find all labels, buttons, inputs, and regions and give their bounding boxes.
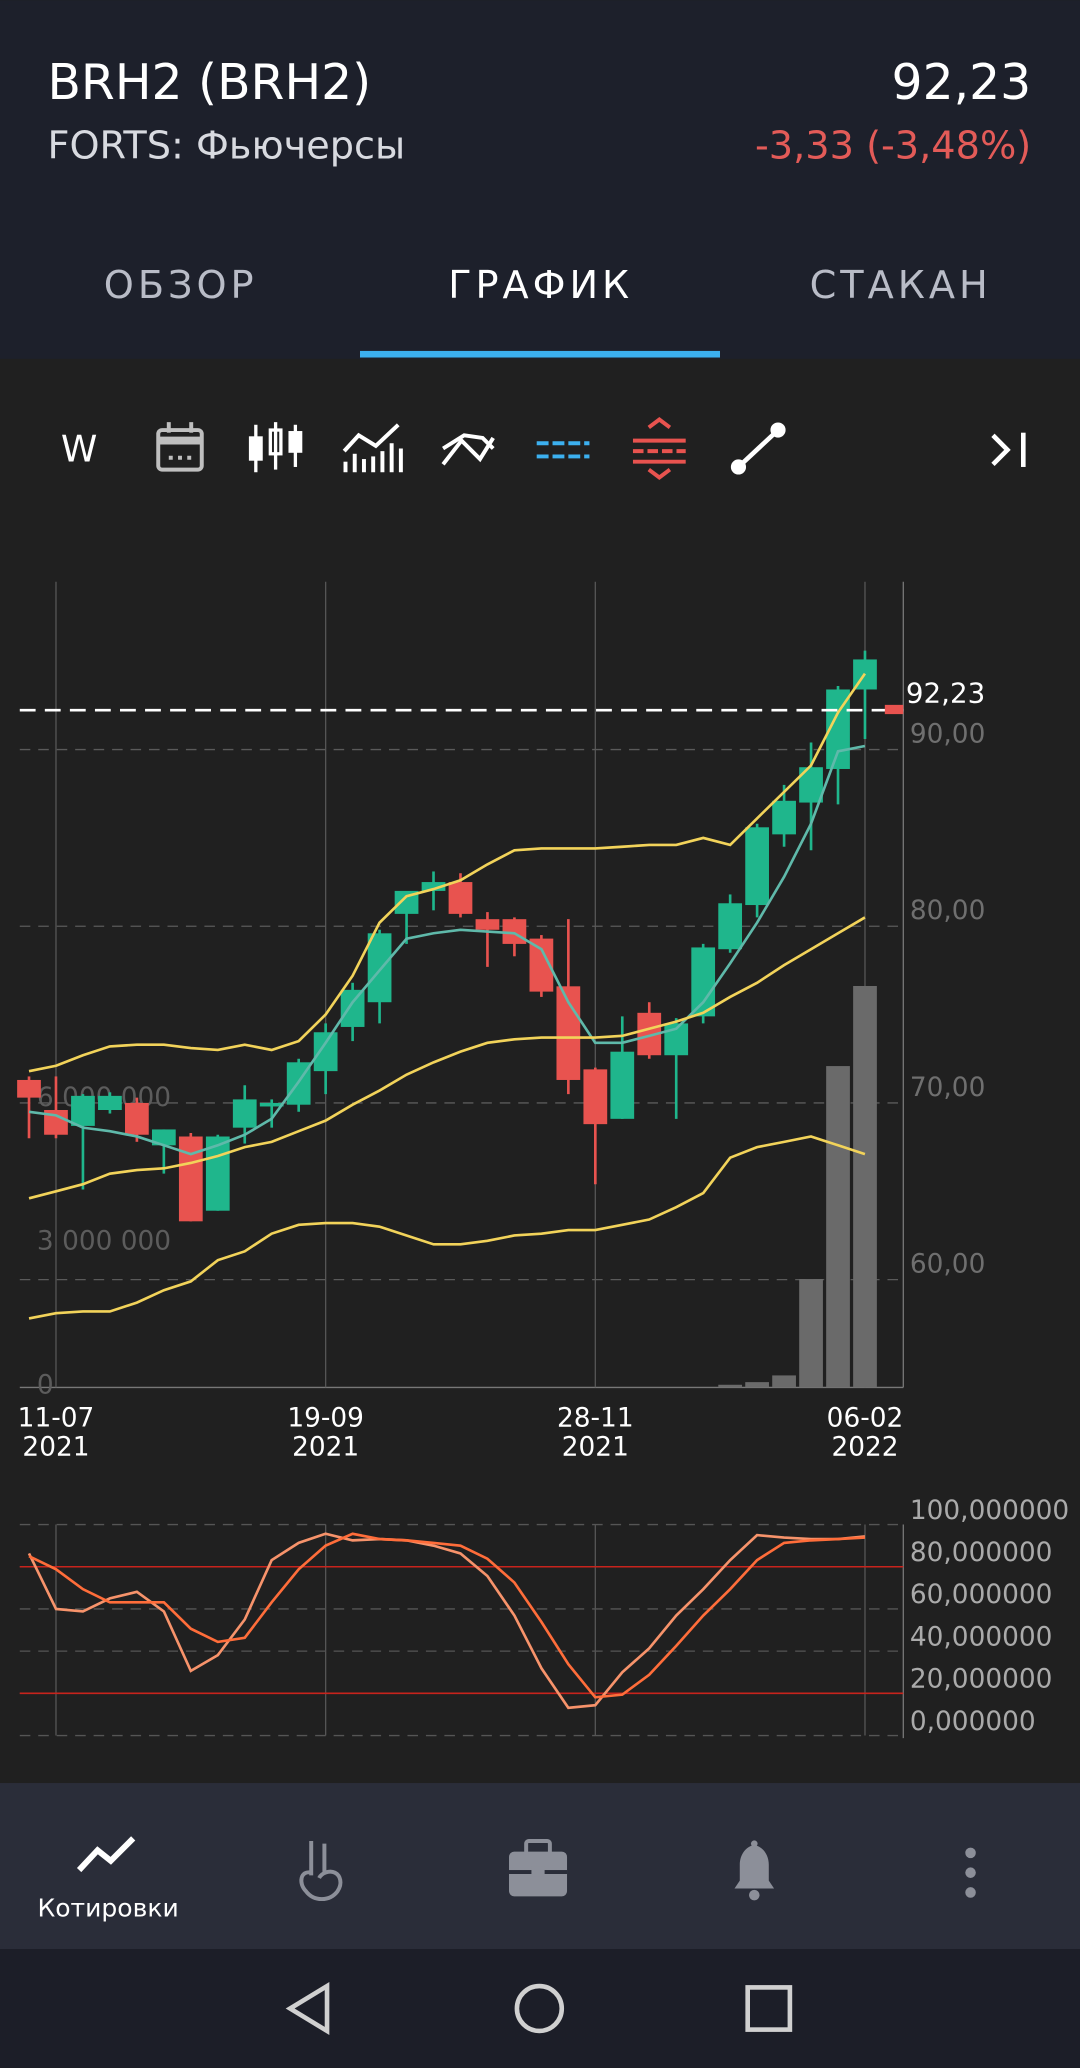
x-tick-label: 19-09	[287, 1404, 364, 1434]
candle-body	[394, 890, 419, 914]
scroll-end-icon[interactable]	[991, 432, 1026, 467]
levels-icon[interactable]	[536, 441, 590, 459]
candle-body	[799, 767, 823, 803]
market: FORTS: Фьючерсы	[47, 124, 405, 168]
y-tick-label: 90,00	[910, 720, 985, 750]
hand-icon[interactable]	[299, 1841, 343, 1902]
line-tool-icon[interactable]	[730, 422, 786, 475]
tab[interactable]: ОБЗОР	[104, 264, 258, 308]
candle-body	[745, 827, 769, 906]
x-tick-label: 2022	[831, 1433, 898, 1463]
chart: 11-07202119-09202128-11202106-02202260,0…	[17, 581, 1069, 1737]
change: -3,33 (-3,48%)	[755, 124, 1031, 168]
x-tick-label: 28-11	[557, 1404, 634, 1434]
indicator-line	[28, 744, 866, 1156]
back-button[interactable]	[285, 1981, 330, 2036]
portfolio-icon[interactable]	[509, 1839, 568, 1897]
candle-body	[259, 1102, 284, 1107]
indicator-line	[28, 672, 867, 1073]
volume-bar	[745, 1382, 769, 1388]
last-price-marker	[884, 704, 904, 715]
candle-body	[232, 1099, 257, 1128]
candle-body	[367, 933, 392, 1003]
candle-body	[98, 1095, 122, 1111]
candle-body	[529, 938, 554, 992]
quotes-icon[interactable]	[76, 1836, 136, 1873]
stochastic-line	[28, 1532, 865, 1699]
candle-body	[151, 1129, 176, 1146]
alerts-icon[interactable]	[734, 1840, 775, 1901]
indicator-line	[28, 1135, 866, 1320]
x-tick-label: 06-02	[827, 1404, 904, 1434]
compare-icon[interactable]	[441, 433, 495, 466]
system-nav	[0, 1949, 1080, 2068]
candle-body	[583, 1069, 608, 1125]
candle-body	[475, 919, 500, 930]
tab-indicator	[360, 350, 720, 358]
x-tick-label: 11-07	[18, 1404, 95, 1434]
candle-body	[178, 1136, 203, 1222]
y-tick-label: 60,00	[910, 1250, 985, 1280]
volume-bar	[853, 985, 877, 1388]
price: 92,23	[892, 54, 1032, 111]
candle-body	[718, 903, 743, 950]
candle-body	[71, 1095, 95, 1126]
volume-bar	[826, 1066, 850, 1388]
volume-bar	[718, 1384, 743, 1388]
y-tick-label: 80,000000	[910, 1538, 1053, 1568]
recents-button[interactable]	[745, 1985, 793, 2032]
candle-body	[421, 882, 446, 891]
candle-body	[340, 989, 365, 1027]
candle-body	[448, 882, 473, 914]
tab-active[interactable]: ГРАФИК	[448, 264, 633, 308]
candle-body	[637, 1012, 662, 1056]
y-tick-label: 20,000000	[910, 1665, 1053, 1695]
volume-bar	[799, 1279, 823, 1388]
candle-body	[610, 1051, 635, 1119]
x-tick-label: 2021	[22, 1433, 89, 1463]
header-bg	[0, 0, 1080, 359]
home-button[interactable]	[514, 1983, 565, 2034]
interval-button[interactable]: W	[61, 428, 98, 471]
y-tick-label: 80,00	[910, 896, 985, 926]
y-tick-label: 60,000000	[910, 1580, 1053, 1610]
last-price-label: 92,23	[906, 676, 985, 709]
volume-tick-label: 3 000 000	[37, 1227, 171, 1257]
x-tick-label: 2021	[292, 1433, 359, 1463]
more-icon[interactable]	[965, 1847, 976, 1898]
y-tick-label: 70,00	[910, 1073, 985, 1103]
candle-body	[772, 800, 796, 835]
indicators-icon[interactable]	[342, 423, 403, 473]
candle-body	[44, 1110, 68, 1135]
y-tick-label: 100,000000	[910, 1496, 1069, 1526]
stochastic-line	[27, 1532, 866, 1710]
candles-icon[interactable]	[248, 422, 303, 473]
x-tick-label: 2021	[562, 1433, 629, 1463]
volume-bar	[772, 1375, 796, 1388]
tab[interactable]: СТАКАН	[810, 264, 992, 308]
calendar-icon[interactable]	[156, 422, 204, 472]
volume-tick-label: 0	[37, 1371, 54, 1401]
y-tick-label: 0,000000	[910, 1707, 1036, 1737]
candle-body	[313, 1032, 338, 1072]
indicator-line	[28, 916, 866, 1200]
candle-body	[691, 947, 716, 1017]
candle-body	[17, 1079, 41, 1098]
symbol: BRH2 (BRH2)	[47, 54, 371, 111]
candle-body	[125, 1102, 149, 1135]
nav-label[interactable]: Котировки	[37, 1894, 178, 1923]
y-tick-label: 40,000000	[910, 1622, 1053, 1652]
range-icon[interactable]	[632, 417, 686, 480]
